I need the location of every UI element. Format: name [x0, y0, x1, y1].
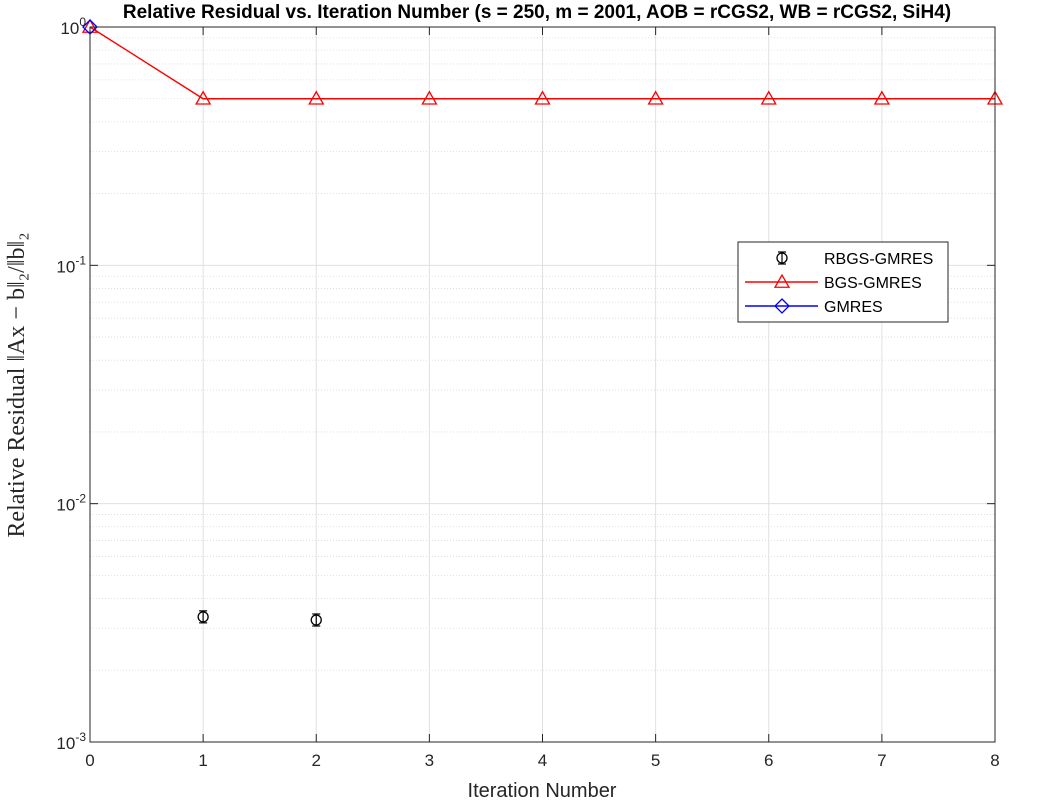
x-tick-label: 7: [877, 751, 886, 770]
chart-title: Relative Residual vs. Iteration Number (…: [123, 2, 951, 23]
x-tick-label: 0: [85, 751, 94, 770]
y-tick-base: 10: [56, 257, 75, 276]
data-point-rbgs-gmres: [310, 613, 322, 627]
legend-label: RBGS-GMRES: [824, 251, 933, 268]
data-point-bgs-gmres: [760, 90, 777, 105]
circle-marker: [310, 614, 322, 626]
y-tick-exponent: 0: [79, 15, 86, 29]
x-tick-label: 6: [764, 751, 773, 770]
legend-label: GMRES: [824, 299, 883, 316]
circle-marker: [197, 611, 209, 623]
series-rbgs-gmres: [197, 610, 322, 627]
y-tick-label: 10-3: [56, 730, 86, 753]
x-axis-label: Iteration Number: [468, 780, 617, 801]
x-tick-label: 3: [425, 751, 434, 770]
legend-item-rbgs-gmres: RBGS-GMRES: [776, 251, 933, 268]
y-tick-base: 10: [56, 496, 75, 515]
data-point-bgs-gmres: [534, 90, 551, 105]
plot-series: [81, 18, 1004, 627]
x-tick-label: 1: [198, 751, 207, 770]
legend: RBGS-GMRES BGS-GMRES GMRES: [737, 241, 949, 323]
legend-marker: [773, 273, 791, 288]
x-tick-label: 2: [312, 751, 321, 770]
legend-marker: [776, 251, 788, 265]
y-tick-exponent: -3: [75, 730, 86, 744]
data-point-bgs-gmres: [873, 90, 890, 105]
axes: [89, 26, 996, 743]
y-tick-base: 10: [56, 734, 75, 753]
circle-marker: [776, 252, 788, 264]
grid: [89, 26, 996, 743]
data-point-bgs-gmres: [195, 90, 212, 105]
y-axis-label: Relative Residual ‖Ax − b‖₂/‖b‖₂: [4, 232, 30, 537]
legend-item-gmres: GMRES: [745, 298, 883, 316]
legend-marker: [774, 298, 790, 314]
y-tick-exponent: -2: [75, 492, 86, 506]
y-tick-exponent: -1: [75, 253, 86, 267]
data-point-bgs-gmres: [421, 90, 438, 105]
y-tick-label: 100: [60, 15, 86, 38]
x-tick-label: 4: [538, 751, 547, 770]
data-point-rbgs-gmres: [197, 610, 209, 624]
y-tick-base: 10: [60, 19, 79, 38]
legend-item-bgs-gmres: BGS-GMRES: [745, 273, 922, 292]
y-tick-label: 10-1: [56, 253, 86, 276]
data-point-bgs-gmres: [647, 90, 664, 105]
y-tick-label: 10-2: [56, 492, 86, 515]
data-point-bgs-gmres: [308, 90, 325, 105]
x-tick-label: 8: [990, 751, 999, 770]
x-tick-label: 5: [651, 751, 660, 770]
series-line-bgs-gmres: [89, 26, 995, 100]
legend-label: BGS-GMRES: [824, 275, 922, 292]
